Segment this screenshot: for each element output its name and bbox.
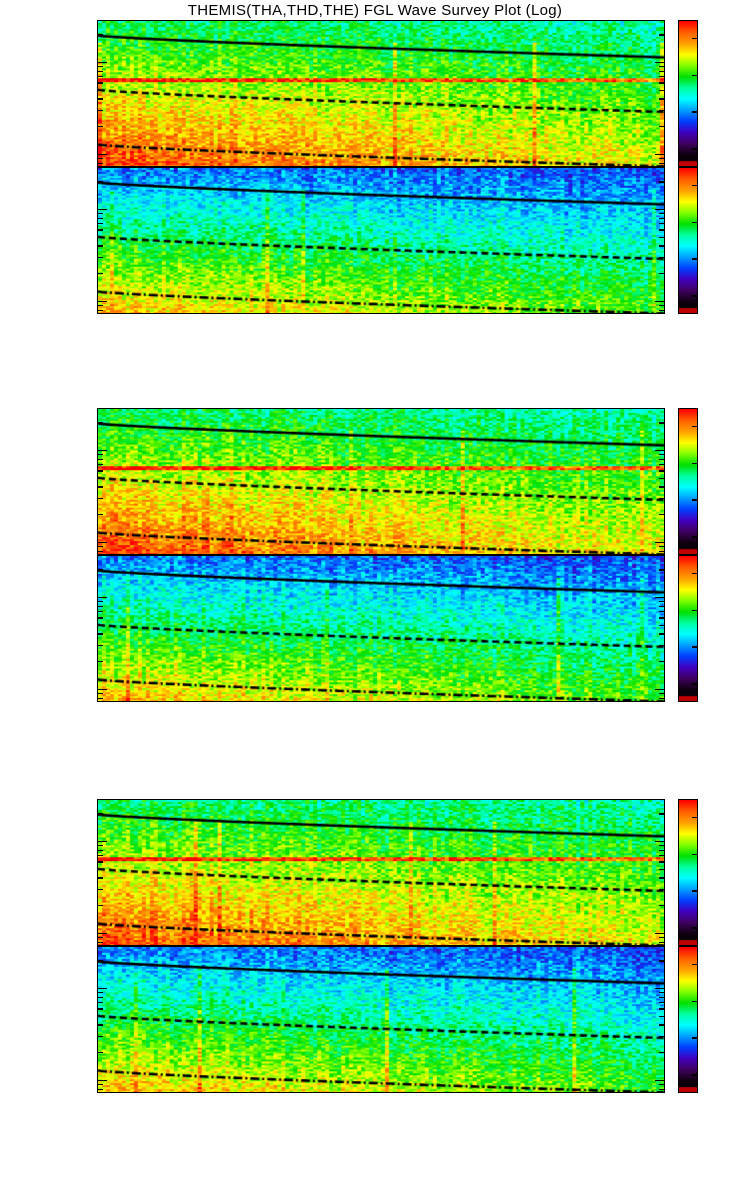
ephemeris-row — [0, 1120, 750, 1133]
ephemeris-table-thd — [0, 709, 750, 789]
ephemeris-row — [0, 334, 750, 347]
colorbar-tick — [692, 890, 698, 892]
colorbar-tick — [692, 499, 698, 501]
colorbar-tick — [692, 425, 698, 428]
colorbar — [678, 167, 698, 314]
ephemeris-row — [0, 321, 750, 334]
ephemeris-table-the — [0, 1093, 750, 1200]
colorbar — [678, 408, 698, 555]
colorbar-tick — [692, 37, 698, 40]
colorbar — [678, 946, 698, 1093]
colorbar-tick — [692, 295, 698, 297]
colorbar — [678, 799, 698, 946]
colorbar-tick — [692, 111, 698, 113]
ephemeris-row — [0, 375, 750, 388]
colorbar — [678, 555, 698, 702]
colorbar-tick — [692, 683, 698, 685]
ephemeris-row — [0, 749, 750, 762]
colorbar-tick — [692, 609, 698, 612]
colorbar-tick — [692, 816, 698, 819]
time-axis-row — [0, 1173, 750, 1186]
colorbar-tick — [692, 1074, 698, 1076]
colorbar-tick — [692, 148, 698, 150]
ephemeris-row — [0, 388, 750, 401]
ephemeris-row — [0, 1147, 750, 1160]
colorbar-tick — [692, 572, 698, 575]
ephemeris-row — [0, 722, 750, 735]
colorbar-tick — [692, 221, 698, 224]
colorbar-tick — [692, 927, 698, 929]
colorbar-tick — [692, 853, 698, 856]
colorbar — [678, 20, 698, 167]
ephemeris-row — [0, 361, 750, 374]
spectrogram-tha-para — [97, 167, 665, 314]
date-row — [0, 1187, 750, 1200]
colorbar-tick — [692, 536, 698, 538]
colorbar-tick — [692, 1000, 698, 1003]
ephemeris-row — [0, 763, 750, 776]
ephemeris-row — [0, 1106, 750, 1119]
ephemeris-table-tha — [0, 321, 750, 401]
colorbar-tick — [692, 258, 698, 260]
colorbar-tick — [692, 646, 698, 648]
ephemeris-row — [0, 709, 750, 722]
spectrogram-thd-perp — [97, 408, 665, 555]
ephemeris-row — [0, 776, 750, 789]
ephemeris-row — [0, 348, 750, 361]
colorbar-tick — [692, 1037, 698, 1039]
spectrogram-the-perp — [97, 799, 665, 946]
spectrogram-tha-perp — [97, 20, 665, 167]
ephemeris-row — [0, 1093, 750, 1106]
spectrogram-thd-para — [97, 555, 665, 702]
colorbar-tick — [692, 462, 698, 465]
ephemeris-row — [0, 736, 750, 749]
page-title: THEMIS(THA,THD,THE) FGL Wave Survey Plot… — [187, 2, 563, 19]
colorbar-tick — [692, 184, 698, 187]
ephemeris-row — [0, 1160, 750, 1173]
ephemeris-row — [0, 1133, 750, 1146]
colorbar-tick — [692, 963, 698, 966]
colorbar-tick — [692, 74, 698, 77]
spectrogram-the-para — [97, 946, 665, 1093]
